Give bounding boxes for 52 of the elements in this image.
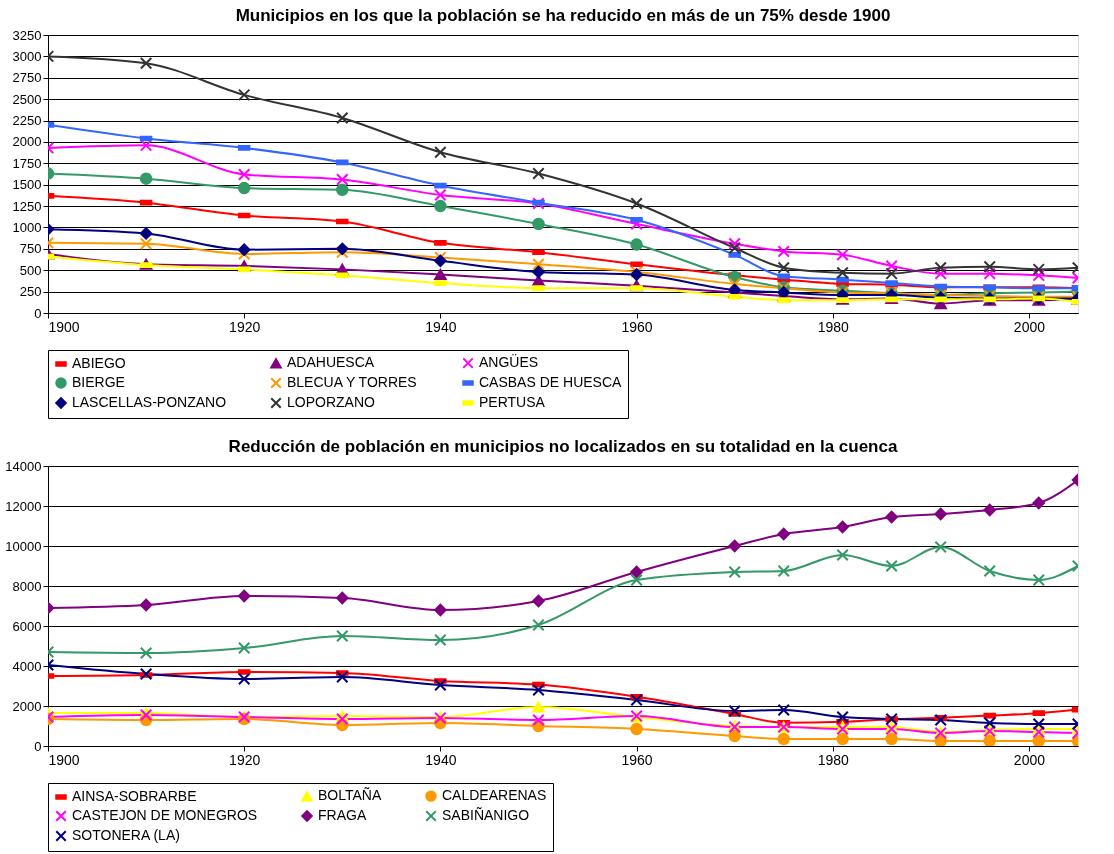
y-tick-label: 3000 bbox=[12, 48, 42, 64]
legend-label: ADAHUESCA bbox=[287, 354, 375, 371]
x-tick-label: 2000 bbox=[1013, 751, 1046, 768]
y-tick-label: 6000 bbox=[12, 618, 42, 634]
legend-label: BLECUA Y TORRES bbox=[287, 374, 417, 390]
legend-label: CASTEJON DE MONEGROS bbox=[72, 807, 258, 823]
x-tick-label: 1920 bbox=[229, 751, 261, 768]
y-tick-label: 4000 bbox=[12, 658, 42, 674]
legend-label: BIERGE bbox=[72, 374, 125, 390]
legend-label: PERTUSA bbox=[479, 394, 546, 410]
legend-label: CALDEARENAS bbox=[442, 787, 547, 804]
y-tick-label: 1250 bbox=[12, 198, 42, 214]
chart-title: Municipios en los que la población se ha reducido en más de un 75% desde 1900 bbox=[235, 6, 891, 25]
y-tick-label: 2250 bbox=[12, 113, 42, 129]
x-tick-label: 1980 bbox=[817, 751, 850, 768]
legend-label: SOTONERA (LA) bbox=[72, 827, 180, 843]
legend-label: AINSA-SOBRARBE bbox=[72, 788, 197, 804]
y-tick-label: 8000 bbox=[12, 578, 42, 594]
legend-label: ANGÜES bbox=[479, 353, 539, 371]
y-tick-label: 2000 bbox=[12, 698, 42, 714]
legend-label: BOLTAÑA bbox=[318, 787, 382, 804]
x-tick-label: 1900 bbox=[48, 751, 80, 768]
x-tick-label: 2000 bbox=[1013, 318, 1046, 335]
y-tick-label: 3250 bbox=[12, 27, 42, 43]
y-tick-label: 2750 bbox=[12, 70, 42, 86]
y-tick-label: 10000 bbox=[5, 538, 42, 554]
y-tick-label: 500 bbox=[19, 262, 42, 278]
y-tick-label: 1000 bbox=[12, 219, 42, 235]
y-tick-label: 12000 bbox=[5, 498, 42, 514]
x-tick-label: 1940 bbox=[425, 318, 457, 335]
y-tick-label: 2500 bbox=[12, 91, 42, 107]
y-tick-label: 250 bbox=[19, 284, 42, 300]
y-tick-label: 1500 bbox=[12, 177, 42, 193]
y-tick-label: 0 bbox=[34, 305, 42, 321]
y-tick-label: 750 bbox=[19, 241, 42, 257]
legend-label: LASCELLAS-PONZANO bbox=[72, 394, 227, 410]
x-tick-label: 1960 bbox=[621, 318, 653, 335]
x-tick-label: 1940 bbox=[425, 751, 457, 768]
chart-title: Reducción de población en municipios no localizados en su totalidad en la cuenca bbox=[228, 437, 898, 456]
legend-label: ABIEGO bbox=[72, 355, 126, 371]
y-tick-label: 14000 bbox=[5, 458, 42, 474]
y-tick-label: 2000 bbox=[12, 134, 42, 150]
x-tick-label: 1920 bbox=[229, 318, 261, 335]
legend-label: SABIÑANIGO bbox=[442, 807, 530, 823]
legend-label: CASBAS DE HUESCA bbox=[479, 374, 623, 390]
x-tick-label: 1960 bbox=[621, 751, 653, 768]
x-tick-label: 1980 bbox=[817, 318, 850, 335]
legend-label: LOPORZANO bbox=[287, 394, 376, 410]
y-tick-label: 0 bbox=[34, 738, 42, 754]
x-tick-label: 1900 bbox=[48, 318, 80, 335]
legend-label: FRAGA bbox=[318, 807, 367, 823]
y-tick-label: 1750 bbox=[12, 155, 42, 171]
